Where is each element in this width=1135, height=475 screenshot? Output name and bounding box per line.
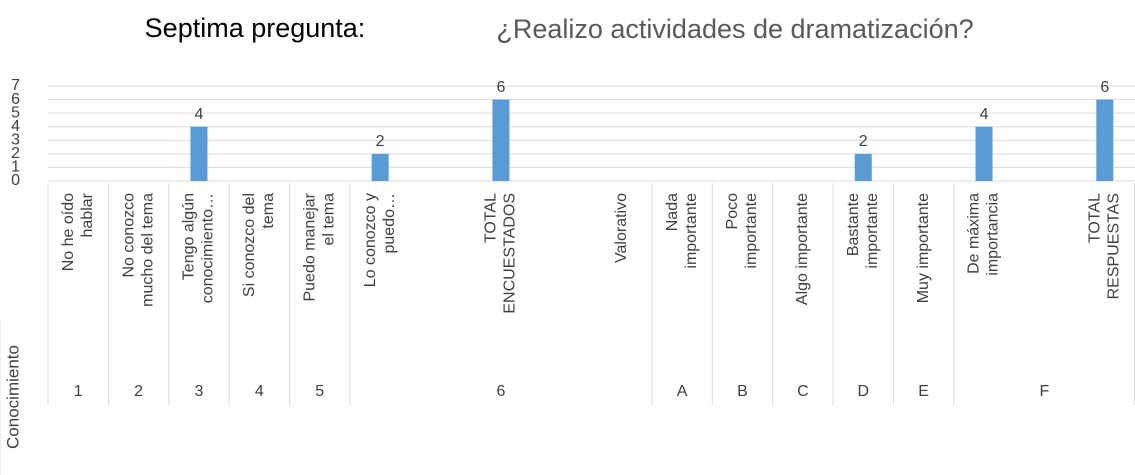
x-tick-label: Bastante [845,193,862,256]
y-tick-label: 1 [11,159,20,176]
x-tick-label: TOTAL [1087,193,1104,243]
group-label: B [737,383,748,400]
x-tick-label: conocimiento… [200,193,217,303]
group-label: 3 [195,383,204,400]
data-label: 2 [859,133,868,150]
y-tick-label: 7 [11,77,20,94]
group-label: 6 [496,383,505,400]
data-label: 6 [496,79,505,96]
x-tick-label: Tengo algún [181,193,198,280]
bar [190,126,208,181]
group-label: E [918,383,929,400]
group-label: 1 [74,383,83,400]
data-label: 4 [195,106,204,123]
x-tick-label: Lo conozco y [362,193,379,287]
x-tick-label: No he oído [60,193,77,271]
x-tick-label: mucho del tema [139,193,156,307]
x-tick-label: ENCUESTADOS [502,193,519,314]
group-label: A [677,383,688,400]
y-tick-label: 2 [11,145,20,162]
y-tick-label: 3 [11,132,20,149]
chart-subtitle: ¿Realizo actividades de dramatización? [496,14,973,44]
bar [1096,99,1114,181]
bar [854,153,872,181]
x-tick-label: importancia [985,193,1002,276]
x-tick-label: Nada [664,193,681,231]
x-tick-label: puedo… [381,193,398,254]
group-label: 5 [315,383,324,400]
x-tick-label: Muy importante [915,193,932,303]
bar [492,99,510,181]
x-tick-label: TOTAL [483,193,500,243]
x-tick-label: importante [864,193,881,269]
x-tick-label: Algo importante [794,193,811,305]
bar [975,126,993,181]
group-label: D [857,383,869,400]
x-tick-label: RESPUESTAS [1106,193,1123,299]
y-tick-label: 6 [11,91,20,108]
x-tick-label: importante [743,193,760,269]
group-title: Conocimiento [3,345,22,449]
y-tick-label: 0 [11,172,20,189]
group-label: F [1040,383,1050,400]
group-label: 2 [134,383,143,400]
x-tick-label: el tema [320,193,337,246]
group-label: C [797,383,809,400]
y-tick-label: 5 [11,104,20,121]
x-tick-label: Si conozco del [241,193,258,297]
x-tick-label: Valorativo [613,193,630,263]
x-tick-label: Poco [724,193,741,230]
x-tick-label: No conozco [120,193,137,278]
group-label: 4 [255,383,264,400]
data-label: 4 [980,106,989,123]
x-tick-label: Puedo manejar [301,192,318,301]
x-tick-label: tema [260,193,277,229]
chart-title: Septima pregunta: [145,13,366,43]
x-tick-label: De máxima [966,193,983,274]
y-tick-label: 4 [11,118,20,135]
x-tick-label: hablar [79,192,96,237]
data-label: 6 [1100,79,1109,96]
bar [371,153,389,181]
data-label: 2 [376,133,385,150]
x-tick-label: importante [683,193,700,269]
